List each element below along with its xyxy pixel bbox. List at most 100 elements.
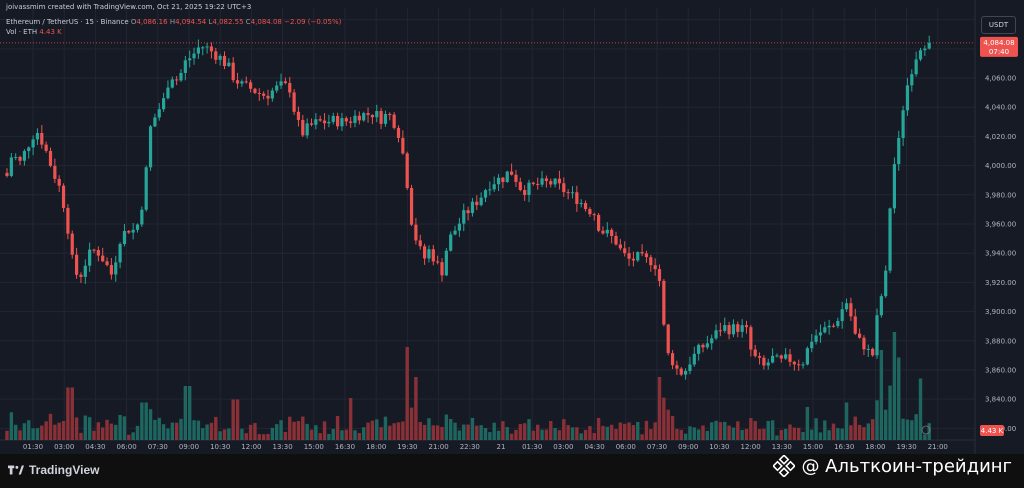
candle-body <box>449 234 453 251</box>
candle-body <box>327 121 331 124</box>
candle-body <box>218 55 222 60</box>
chart-grid <box>0 0 976 454</box>
volume-bar <box>527 419 531 440</box>
candle-body <box>631 258 635 261</box>
candle-body <box>692 353 696 365</box>
volume-bar <box>770 420 775 440</box>
volume-bar <box>435 425 440 440</box>
volume-bar <box>783 428 788 440</box>
volume-bar <box>135 425 140 440</box>
volume-bar <box>870 419 875 440</box>
candle-body <box>657 269 662 281</box>
symbol-legend[interactable]: Ethereum / TetherUS · 15 · Binance O4,08… <box>6 18 341 26</box>
volume-bar <box>679 429 683 440</box>
candle-body <box>35 132 40 140</box>
volume-bar <box>18 430 22 440</box>
y-tick-label: 4,020.00 <box>985 133 1016 141</box>
candle-body <box>27 147 31 152</box>
candle-body <box>101 255 105 262</box>
tradingview-logo-icon <box>8 465 24 475</box>
candle-body <box>636 252 640 261</box>
candle-body <box>740 325 744 332</box>
candle-body <box>762 357 766 366</box>
volume-legend[interactable]: Vol · ETH 4.43 K <box>6 28 62 36</box>
candle-body <box>301 119 305 136</box>
candle-body <box>592 214 596 216</box>
candle-body <box>892 164 896 209</box>
candle-body <box>57 178 61 186</box>
volume-bar <box>583 429 588 440</box>
volume-bar <box>862 427 866 440</box>
candle-body <box>805 348 809 365</box>
volume-bar <box>31 428 35 440</box>
volume-bar <box>897 357 901 440</box>
volume-tag-box <box>980 425 1004 436</box>
volume-bar <box>405 347 409 440</box>
candle-body <box>675 365 679 369</box>
candle-body <box>166 87 170 99</box>
volume-bar <box>227 428 231 440</box>
candle-body <box>575 192 579 204</box>
candle-body <box>409 188 414 225</box>
candle-body <box>653 265 657 270</box>
x-tick-label: 10:30 <box>709 443 729 451</box>
candle-body <box>9 157 13 176</box>
candle-body <box>18 156 22 161</box>
candle-body <box>849 303 853 317</box>
candle-body <box>879 296 883 316</box>
candle-body <box>436 261 440 263</box>
candle-body <box>927 42 931 49</box>
candle-body <box>48 150 53 166</box>
candle-body <box>510 171 514 175</box>
volume-bar <box>762 428 766 440</box>
volume-bar <box>109 423 114 440</box>
volume-bar <box>749 418 753 440</box>
volume-bar <box>340 430 344 440</box>
volume-bar <box>779 430 783 440</box>
candle-body <box>135 224 140 230</box>
volume-bar <box>22 423 27 440</box>
volume-bar <box>222 429 227 440</box>
volume-value: 4.43 K <box>39 28 62 36</box>
candle-body <box>88 249 92 266</box>
tradingview-logo[interactable]: TradingView <box>8 463 99 477</box>
currency-button[interactable]: USDT <box>981 16 1016 34</box>
volume-bar <box>131 432 135 440</box>
candle-body <box>688 364 692 371</box>
volume-bar <box>96 422 101 440</box>
candle-body <box>731 324 736 335</box>
candle-body <box>753 349 757 357</box>
volume-bar <box>114 424 118 440</box>
volume-bar <box>609 424 614 440</box>
volume-bar <box>105 419 109 440</box>
volume-bar <box>892 332 897 440</box>
volume-bar <box>344 429 348 440</box>
candle-body <box>866 348 870 350</box>
volume-bar <box>553 428 557 440</box>
volume-bar <box>670 415 675 440</box>
candle-body <box>405 153 409 189</box>
candle-body <box>644 253 649 258</box>
volume-bar <box>57 422 61 440</box>
volume-bar <box>40 425 44 440</box>
volume-bar <box>666 409 670 440</box>
x-tick-label: 21:00 <box>928 443 948 451</box>
candle-body <box>718 330 722 332</box>
candle-body <box>723 325 727 331</box>
volume-bar <box>279 420 283 440</box>
watermark: @ Альткоин-трейдинг <box>773 455 1012 477</box>
candle-body <box>379 111 383 124</box>
volume-bar <box>879 350 884 440</box>
volume-bar <box>544 429 549 440</box>
candle-body <box>318 119 322 121</box>
candle-body <box>697 344 701 354</box>
candle-body <box>362 113 366 121</box>
candle-body <box>462 210 466 224</box>
volume-bar <box>462 424 466 440</box>
y-tick-label: 3,880.00 <box>985 337 1016 345</box>
candle-body <box>257 92 261 94</box>
volume-bar <box>736 421 740 440</box>
candle-body <box>823 327 827 333</box>
volume-bar <box>853 416 857 440</box>
